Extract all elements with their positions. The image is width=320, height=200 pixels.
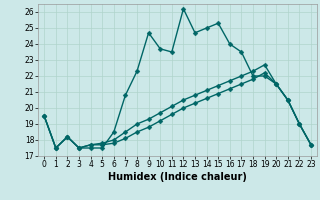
X-axis label: Humidex (Indice chaleur): Humidex (Indice chaleur) — [108, 172, 247, 182]
